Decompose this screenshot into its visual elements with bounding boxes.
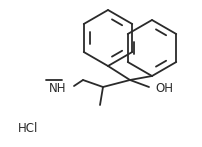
Text: HCl: HCl xyxy=(18,122,38,135)
Text: OH: OH xyxy=(154,82,172,96)
Text: NH: NH xyxy=(48,81,66,95)
